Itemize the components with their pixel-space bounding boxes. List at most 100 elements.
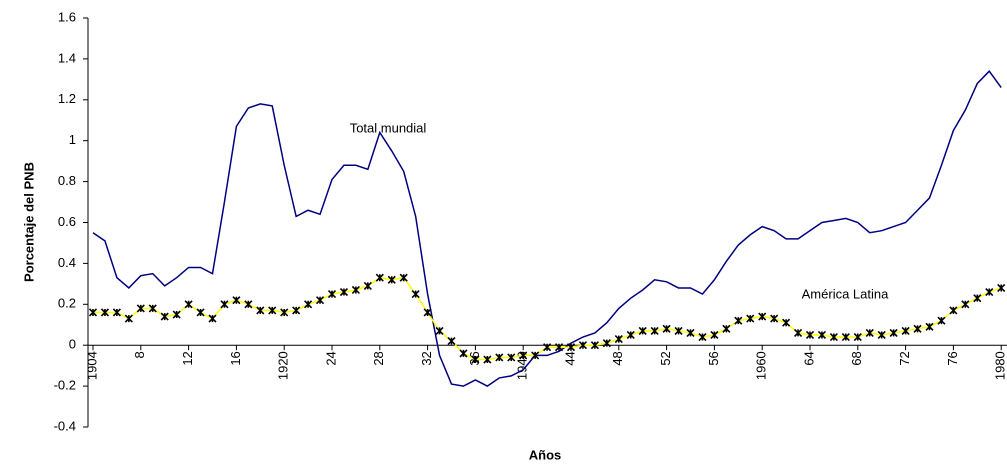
data-point <box>662 324 671 333</box>
x-tick-label: 8 <box>132 351 147 358</box>
data-point <box>997 283 1006 293</box>
data-point <box>710 330 719 340</box>
x-tick-label: 1960 <box>754 351 769 380</box>
x-tick-label: 1920 <box>276 351 291 380</box>
data-point <box>734 316 743 325</box>
data-point <box>973 294 982 303</box>
series-label: América Latina <box>802 286 889 301</box>
x-tick-label: 16 <box>228 351 243 365</box>
y-tick-label: 0.6 <box>58 214 76 229</box>
data-point <box>100 308 110 317</box>
data-point <box>758 312 767 321</box>
data-point <box>495 353 504 362</box>
y-tick-label: 0 <box>69 337 76 352</box>
data-point <box>363 281 372 290</box>
data-point <box>136 304 145 313</box>
data-point <box>543 343 552 352</box>
data-point <box>507 353 516 362</box>
x-tick-label: 48 <box>610 351 625 365</box>
data-point <box>937 316 946 325</box>
data-point <box>220 300 229 309</box>
y-tick-label: 1.6 <box>58 9 76 24</box>
data-point <box>853 332 862 342</box>
data-point <box>554 343 564 352</box>
data-point <box>913 324 922 333</box>
series-line <box>92 70 1002 387</box>
data-point <box>901 326 910 335</box>
y-tick-label: 0.4 <box>58 255 76 270</box>
data-point <box>614 334 623 344</box>
data-point <box>949 306 958 315</box>
x-tick-label: 32 <box>419 351 434 365</box>
data-point <box>686 328 695 337</box>
x-tick-label: 76 <box>945 351 960 365</box>
data-point <box>770 314 779 323</box>
data-point <box>722 324 731 333</box>
data-point <box>674 326 683 335</box>
data-point <box>327 290 337 299</box>
data-point <box>112 308 121 317</box>
data-point <box>184 300 193 309</box>
y-axis-title: Porcentaje del PNB <box>21 162 36 282</box>
x-tick-label: 72 <box>897 351 912 365</box>
x-tick-label: 12 <box>180 351 195 365</box>
x-tick-label: 64 <box>801 351 816 365</box>
data-point <box>315 296 325 305</box>
data-point <box>602 339 611 348</box>
y-tick-label: -0.4 <box>54 418 76 433</box>
data-point <box>256 306 265 315</box>
x-axis-title: Años <box>529 447 562 462</box>
data-point <box>985 287 994 297</box>
data-point <box>160 312 169 321</box>
data-point <box>292 306 301 315</box>
x-tick-label: 1904 <box>84 351 99 380</box>
y-tick-label: -0.2 <box>54 378 76 393</box>
y-tick-label: 1.2 <box>58 91 76 106</box>
data-point <box>196 308 205 317</box>
x-tick-label: 68 <box>849 351 864 365</box>
data-point <box>805 330 815 340</box>
data-point <box>459 349 468 358</box>
data-point <box>148 304 157 313</box>
data-point <box>208 314 217 323</box>
data-point <box>829 332 838 342</box>
data-point <box>925 322 934 331</box>
x-tick-label: 1980 <box>993 351 1007 380</box>
data-point <box>650 326 659 335</box>
data-point <box>387 275 396 284</box>
data-point <box>471 355 480 364</box>
data-point <box>638 326 647 335</box>
data-point <box>841 332 850 342</box>
data-point <box>232 296 241 305</box>
y-tick-label: 0.2 <box>58 296 76 311</box>
series-label: Total mundial <box>350 120 427 135</box>
data-point <box>244 300 253 309</box>
x-tick-label: 28 <box>371 351 386 365</box>
data-point <box>865 328 874 337</box>
data-point <box>519 351 528 360</box>
y-tick-label: 1.4 <box>58 50 76 65</box>
data-point <box>268 306 277 315</box>
data-point <box>578 341 588 350</box>
data-point <box>280 308 289 317</box>
data-point <box>124 314 133 323</box>
data-point <box>782 318 791 327</box>
data-point <box>566 343 576 352</box>
data-point <box>304 300 313 309</box>
x-tick-label: 44 <box>562 351 577 365</box>
data-point <box>172 310 181 319</box>
data-point <box>698 332 707 342</box>
data-point <box>961 300 970 309</box>
data-point <box>590 341 599 350</box>
data-point <box>88 308 98 317</box>
data-point <box>375 273 384 282</box>
data-point <box>817 330 827 340</box>
data-point <box>399 273 408 282</box>
x-tick-label: 24 <box>323 351 338 365</box>
data-point <box>411 290 420 299</box>
data-point <box>447 337 456 346</box>
data-point <box>877 330 886 340</box>
data-point <box>793 328 803 337</box>
data-point <box>889 328 898 337</box>
